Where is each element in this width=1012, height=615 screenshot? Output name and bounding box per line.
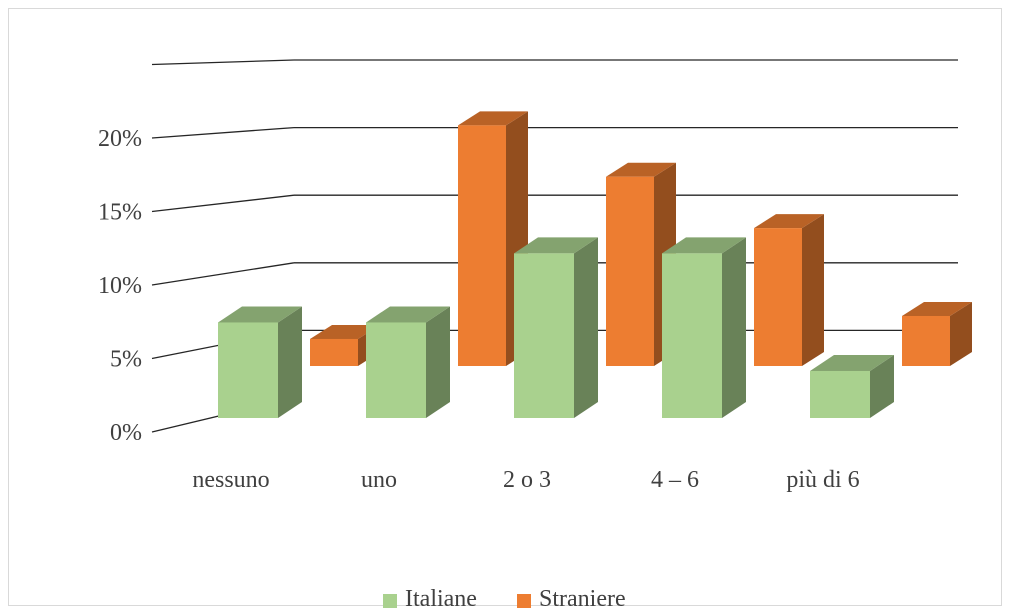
category-label: più di 6 (786, 467, 859, 493)
bar-straniere-1 (458, 111, 528, 367)
category-label: 2 o 3 (503, 467, 551, 493)
y-tick-label: 5% (110, 347, 142, 373)
gridline-side-4 (151, 126, 295, 139)
bar-italiane-3 (662, 237, 746, 418)
category-label: 4 – 6 (651, 467, 699, 493)
legend-swatch-1 (517, 594, 531, 608)
bar-italiane-4 (810, 354, 894, 418)
bar-straniere-3 (754, 214, 824, 366)
bar-italiane-0 (218, 306, 302, 418)
category-label: uno (361, 467, 397, 493)
y-tick-label: 10% (98, 273, 142, 299)
legend-swatch-0 (383, 594, 397, 608)
bar-italiane-1 (366, 306, 450, 418)
bar-straniere-4 (902, 301, 972, 366)
bar-italiane-2 (514, 237, 598, 418)
y-tick-label: 20% (98, 126, 142, 152)
y-tick-label: 15% (98, 200, 142, 226)
y-tick-label: 0% (110, 420, 142, 446)
bars (218, 111, 972, 418)
legend-label-1: Straniere (539, 586, 626, 612)
y-axis-ticks: 0% 5% 10% 15% 20% (98, 126, 142, 446)
gridline-side-2 (151, 262, 295, 286)
category-label: nessuno (192, 467, 269, 493)
legend-label-0: Italiane (405, 586, 477, 612)
legend: Italiane Straniere (383, 586, 626, 612)
category-labels: nessuno uno 2 o 3 4 – 6 più di 6 (192, 467, 859, 493)
gridline-side-3 (151, 194, 295, 213)
gridline-side-5 (151, 59, 295, 66)
